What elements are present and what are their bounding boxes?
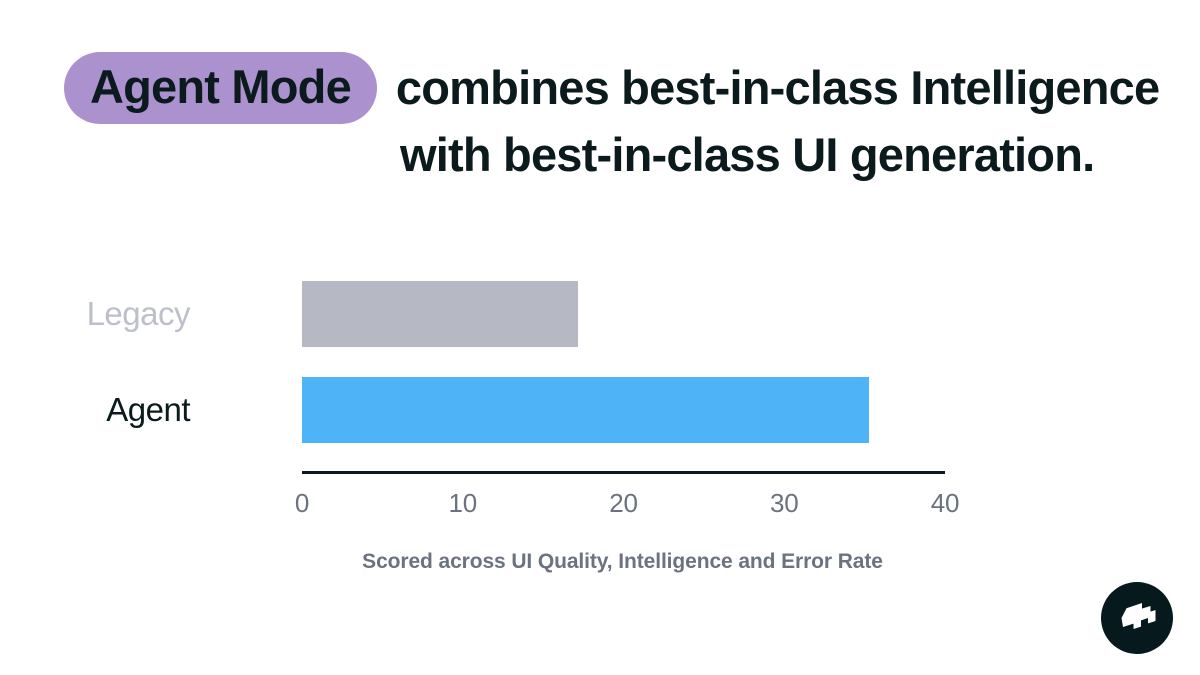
x-tick-40: 40	[930, 488, 960, 518]
x-axis-ticks: 0 10 20 30 40	[295, 488, 960, 522]
agent-mode-pill-label: Agent Mode	[90, 59, 352, 113]
bar-legacy	[302, 281, 579, 347]
agent-mode-pill: Agent Mode	[64, 52, 377, 124]
x-tick-20: 20	[609, 488, 638, 518]
headline-line-1: Agent Mode combines best-in-class Intell…	[64, 52, 1160, 124]
bar-label-agent: Agent	[106, 391, 190, 428]
bar-agent	[302, 377, 870, 443]
bar-label-legacy: Legacy	[86, 295, 191, 332]
chart-row-agent: Agent	[0, 377, 1200, 443]
x-tick-0: 0	[294, 488, 310, 518]
headline-line-2: with best-in-class UI generation.	[400, 128, 1095, 181]
headline-line-1-text: combines best-in-class Intelligence	[395, 61, 1160, 114]
x-axis-line	[302, 471, 945, 474]
lightning-bolt-logo-icon	[1117, 601, 1157, 635]
bar-chart: Legacy Agent 0 10 20 30 40 Scored across UI …	[0, 262, 1200, 602]
chart-row-legacy: Legacy	[0, 281, 1200, 347]
chart-caption: Scored across UI Quality, Intelligence a…	[362, 550, 883, 573]
x-tick-30: 30	[769, 488, 799, 518]
headline: Agent Mode combines best-in-class Intell…	[64, 52, 1160, 186]
x-tick-10: 10	[448, 488, 478, 518]
brand-logo-badge[interactable]	[1101, 582, 1173, 654]
